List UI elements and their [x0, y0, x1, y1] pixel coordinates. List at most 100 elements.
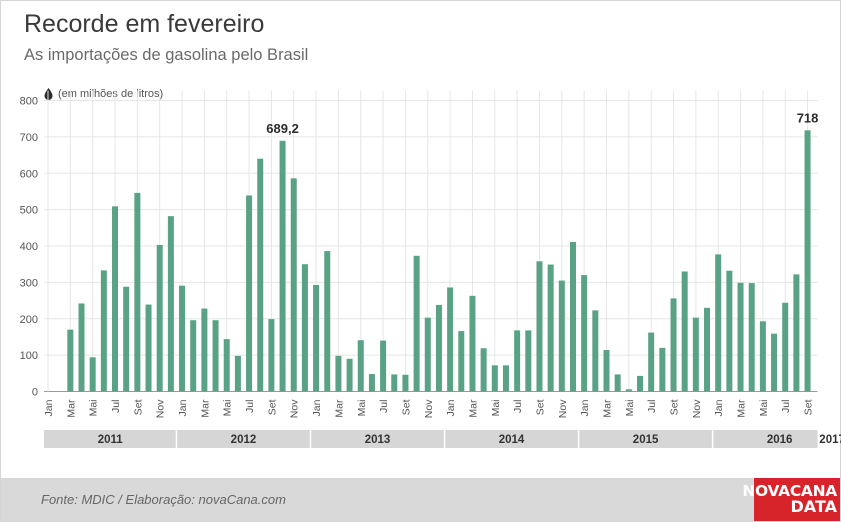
x-tick-label: Set: [669, 399, 681, 415]
bar: [112, 206, 119, 392]
y-tick-label: 700: [20, 132, 38, 144]
x-tick-label: Mai: [758, 400, 770, 417]
bar: [502, 365, 509, 392]
x-tick-label: Jul: [110, 400, 122, 413]
bar: [346, 358, 353, 392]
bar: [782, 302, 789, 392]
year-label: 2013: [365, 434, 391, 446]
bar: [514, 330, 521, 392]
logo-line-1: NOVACANA: [742, 481, 837, 500]
bar-chart: 0 100 200 300 400 500 600 700 800 Jan Mar Mai Jul Set…: [20, 90, 841, 448]
x-tick-label: Mar: [602, 399, 614, 418]
bar: [134, 192, 141, 392]
bar: [469, 295, 476, 392]
data-label: 718: [797, 110, 819, 125]
bar: [603, 350, 610, 392]
bar: [536, 261, 543, 392]
y-tick-label: 200: [20, 314, 38, 326]
brand-logo: NOVACANA DATA: [742, 478, 840, 521]
bar: [324, 251, 331, 392]
y-tick-label: 400: [20, 241, 38, 253]
y-tick-label: 500: [20, 205, 38, 217]
bar: [67, 329, 74, 392]
bar: [413, 255, 420, 392]
bar: [491, 365, 498, 392]
bar: [670, 298, 677, 392]
bar: [190, 320, 197, 392]
x-tick-label: Jan: [177, 399, 189, 416]
bar: [614, 374, 621, 392]
x-tick-label: Mai: [356, 400, 368, 417]
bar: [447, 287, 454, 392]
x-tick-label: Mai: [88, 400, 100, 417]
bar: [123, 286, 130, 392]
x-tick-label: Nov: [691, 399, 703, 418]
bar: [558, 280, 565, 392]
bar: [625, 389, 632, 392]
bar: [659, 347, 666, 392]
bar: [89, 357, 96, 392]
data-label: 689,2: [266, 121, 299, 136]
x-tick-label: Nov: [557, 399, 569, 418]
bar: [279, 140, 286, 392]
bar: [704, 307, 711, 392]
bar: [748, 283, 755, 392]
bar: [78, 303, 85, 392]
chart-title: Recorde em fevereiro: [24, 10, 265, 38]
bar: [715, 254, 722, 392]
x-tick-label: Nov: [423, 399, 435, 418]
bar: [357, 340, 364, 392]
x-tick-label: Jul: [646, 400, 658, 413]
bar: [179, 285, 186, 392]
bar: [234, 355, 241, 392]
x-tick-label: Mar: [199, 399, 211, 418]
bar: [257, 158, 264, 392]
bar: [380, 340, 387, 392]
x-tick-label: Jul: [378, 400, 390, 413]
bar: [424, 317, 431, 392]
year-band: [44, 430, 818, 448]
x-tick-label: Jan: [311, 399, 323, 416]
bar: [246, 195, 253, 392]
y-tick-label: 300: [20, 277, 38, 289]
bar: [648, 332, 655, 392]
x-tick-label: Jul: [512, 400, 524, 413]
bar: [581, 275, 588, 392]
bar: [301, 264, 308, 392]
bar: [435, 304, 442, 392]
y-tick-label: 0: [32, 387, 38, 399]
year-label: 2014: [499, 434, 525, 446]
x-tick-label: Set: [266, 399, 278, 415]
bar: [804, 130, 811, 392]
x-tick-label: Jan: [43, 399, 55, 416]
bar: [290, 178, 297, 392]
x-tick-label: Mai: [222, 400, 234, 417]
year-label: 2017: [819, 434, 841, 446]
bar: [480, 348, 487, 392]
chart-subtitle: As importações de gasolina pelo Brasil: [24, 46, 309, 64]
x-tick-label: Mai: [490, 400, 502, 417]
x-tick-label: Nov: [155, 399, 167, 418]
bar: [368, 374, 375, 392]
x-tick-label: Mar: [333, 399, 345, 418]
logo-line-2: DATA: [790, 497, 837, 517]
y-tick-label: 800: [20, 96, 38, 108]
bar: [212, 320, 219, 392]
bar: [759, 321, 766, 392]
bar: [793, 274, 800, 392]
bar: [681, 271, 688, 392]
x-tick-label: Mar: [467, 399, 479, 418]
x-tick-label: Jul: [244, 400, 256, 413]
year-label: 2011: [98, 434, 124, 446]
bar: [145, 304, 152, 392]
x-tick-label: Mar: [65, 399, 77, 418]
year-label: 2016: [767, 434, 793, 446]
bar: [313, 284, 320, 392]
x-tick-label: Set: [132, 399, 144, 415]
bar: [737, 282, 744, 392]
bar: [223, 339, 230, 392]
bar: [771, 333, 778, 392]
x-tick-label: Mai: [624, 400, 636, 417]
year-label: 2015: [633, 434, 659, 446]
x-tick-label: Jan: [445, 399, 457, 416]
